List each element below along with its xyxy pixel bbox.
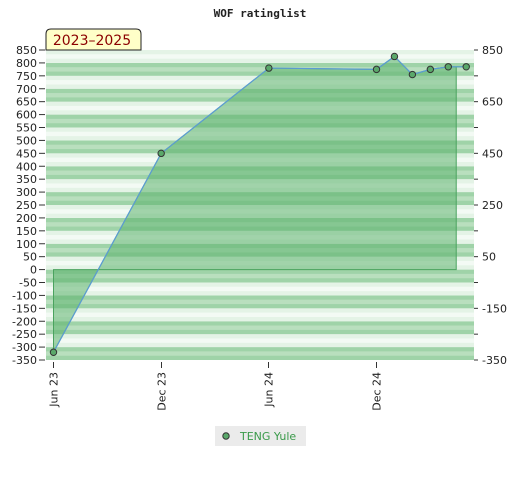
- left-tick-label: 250: [16, 199, 37, 212]
- grid-band-mid: [46, 312, 474, 317]
- left-tick-label: -200: [12, 315, 37, 328]
- left-tick-label: 50: [23, 251, 37, 264]
- x-tick-label: Dec 24: [371, 372, 384, 411]
- left-tick-label: -50: [19, 277, 37, 290]
- left-tick-label: 850: [16, 44, 37, 57]
- data-point: [157, 149, 165, 158]
- rating-markers: [49, 52, 470, 356]
- left-tick-label: -100: [12, 289, 37, 302]
- right-tick-label: 250: [482, 199, 503, 212]
- grid-band-mid: [46, 299, 474, 305]
- left-tick-label: 150: [16, 225, 37, 238]
- data-point: [49, 348, 58, 356]
- grid-band-mid: [46, 338, 474, 343]
- grid-band-mid: [46, 286, 474, 292]
- left-tick-label: 300: [16, 186, 37, 199]
- grid-band-mid: [46, 273, 474, 279]
- x-tick-label: Jun 24: [263, 372, 276, 408]
- data-point: [426, 65, 435, 74]
- x-tick-label: Dec 23: [156, 372, 169, 411]
- data-point: [462, 63, 470, 71]
- x-axis: Jun 23 Dec 23 Jun 24 Dec 24: [48, 362, 384, 411]
- right-tick-label: 450: [482, 147, 503, 160]
- grid-band-mid: [46, 325, 474, 330]
- data-point: [265, 64, 273, 72]
- data-point: [372, 65, 381, 74]
- left-tick-label: 200: [16, 212, 37, 225]
- left-tick-label: 550: [16, 122, 37, 135]
- left-tick-label: -250: [12, 328, 37, 341]
- left-tick-label: 0: [30, 264, 37, 277]
- grid-band-mid: [46, 351, 474, 356]
- left-tick-label: -150: [12, 302, 37, 315]
- legend: TENG Yule: [215, 426, 306, 446]
- left-tick-label: 650: [16, 96, 37, 109]
- left-tick-label: 100: [16, 238, 37, 251]
- left-tick-label: 350: [16, 173, 37, 186]
- right-tick-label: -350: [482, 354, 507, 367]
- left-tick-label: 700: [16, 83, 37, 96]
- left-tick-label: 600: [16, 109, 37, 122]
- right-tick-label: 50: [482, 251, 496, 264]
- grid-band-mid: [46, 67, 474, 72]
- left-axis: 8508007507006506005505004504003503002502…: [12, 44, 45, 367]
- right-tick-label: -150: [482, 302, 507, 315]
- legend-marker: [222, 432, 230, 440]
- left-tick-label: 800: [16, 57, 37, 70]
- right-tick-label: 650: [482, 96, 503, 109]
- right-axis: 850 650 450 250 50 -150 -350: [474, 44, 507, 367]
- data-point: [444, 63, 452, 71]
- grid-band-mid: [46, 54, 474, 59]
- left-tick-label: 750: [16, 70, 37, 83]
- data-point: [408, 70, 417, 79]
- data-point: [390, 52, 399, 61]
- legend-label: TENG Yule: [239, 430, 296, 443]
- year-badge: 2023–2025: [45, 28, 142, 51]
- x-tick-label: Jun 23: [48, 372, 61, 408]
- left-tick-label: -300: [12, 341, 37, 354]
- year-badge-label: 2023–2025: [53, 33, 131, 49]
- chart-title: WOF ratinglist: [214, 7, 307, 20]
- left-tick-label: 450: [16, 147, 37, 160]
- right-tick-label: 850: [482, 44, 503, 57]
- left-tick-label: -350: [12, 354, 37, 367]
- left-tick-label: 400: [16, 160, 37, 173]
- left-tick-label: 500: [16, 134, 37, 147]
